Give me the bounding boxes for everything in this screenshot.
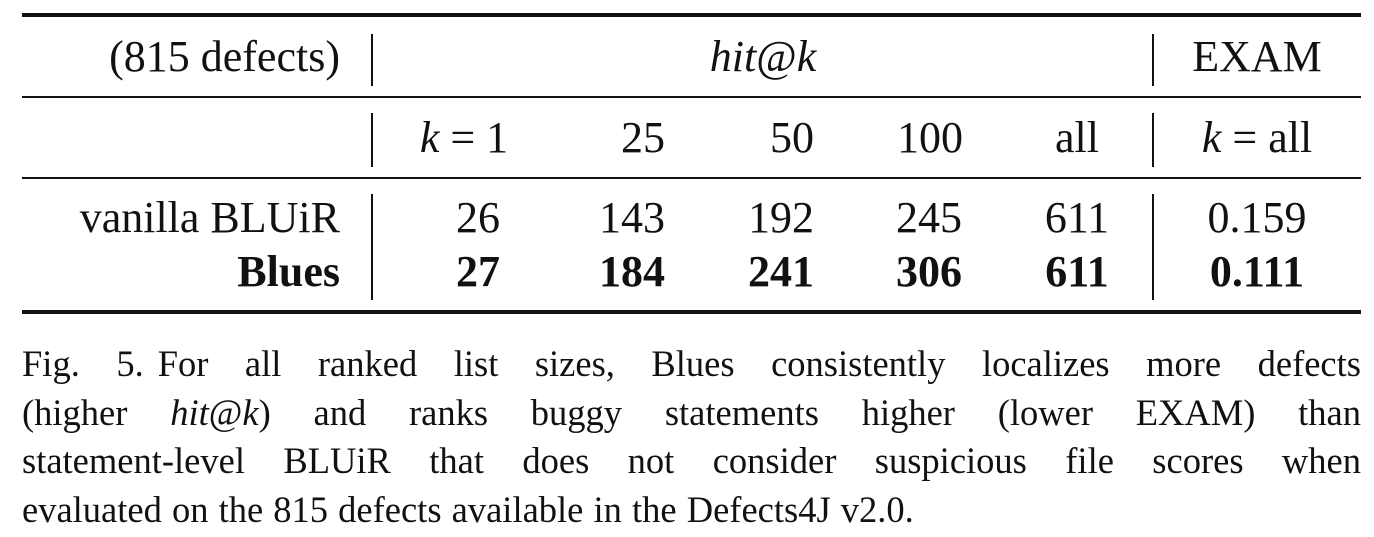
column-separator (371, 34, 373, 86)
column-separator (371, 113, 373, 167)
subheader-25: 25 (621, 113, 665, 162)
table-cell: 192 (748, 193, 814, 242)
column-separator (1152, 194, 1154, 300)
subheader-50: 50 (770, 113, 814, 162)
table-cell-exam: 0.159 (1207, 193, 1307, 242)
caption-line: statement-level BLUiR that does not cons… (22, 440, 1361, 481)
subheader-all: all (1055, 113, 1099, 162)
subheader-100: 100 (897, 113, 963, 162)
caption-line: evaluated on the 815 defects available i… (22, 488, 914, 530)
table-top-rule (22, 13, 1361, 17)
group-header-exam: EXAM (1192, 32, 1322, 81)
subheader-exam-k-all: k = all (1201, 113, 1313, 162)
table-cell: 611 (1044, 193, 1110, 242)
column-separator (1152, 34, 1154, 86)
row-header-label: (815 defects) (109, 32, 340, 81)
row-name: vanilla BLUiR (79, 193, 340, 242)
table-cell: 27 (456, 247, 500, 296)
table-subheader-rule (22, 177, 1361, 179)
table-cell: 143 (599, 193, 665, 242)
at-symbol: @ (756, 32, 797, 81)
table-bottom-rule (22, 310, 1361, 314)
k-label: k (796, 32, 817, 81)
group-header-hit-at-k: hit@k (710, 35, 817, 79)
table-cell: 245 (896, 193, 962, 242)
table-cell: 306 (896, 247, 962, 296)
hit-label: hit (709, 32, 757, 81)
table-cell: 184 (599, 247, 665, 296)
caption-line: (higher hit@k) and ranks buggy statement… (22, 391, 1361, 433)
column-separator (1152, 113, 1154, 167)
table-cell-exam: 0.111 (1209, 247, 1305, 296)
table-cell: 241 (748, 247, 814, 296)
row-name: Blues (237, 247, 340, 296)
column-separator (371, 194, 373, 300)
table-cell: 611 (1045, 247, 1109, 296)
table-cell: 26 (456, 193, 500, 242)
table-header-rule (22, 96, 1361, 98)
subheader-k-1: k = 1 (419, 113, 509, 162)
caption-line: Fig. 5. For all ranked list sizes, Blues … (22, 343, 1361, 384)
figure-caption: Fig. 5. For all ranked list sizes, Blues … (22, 340, 1361, 534)
figure-label: Fig. 5. (22, 343, 144, 384)
